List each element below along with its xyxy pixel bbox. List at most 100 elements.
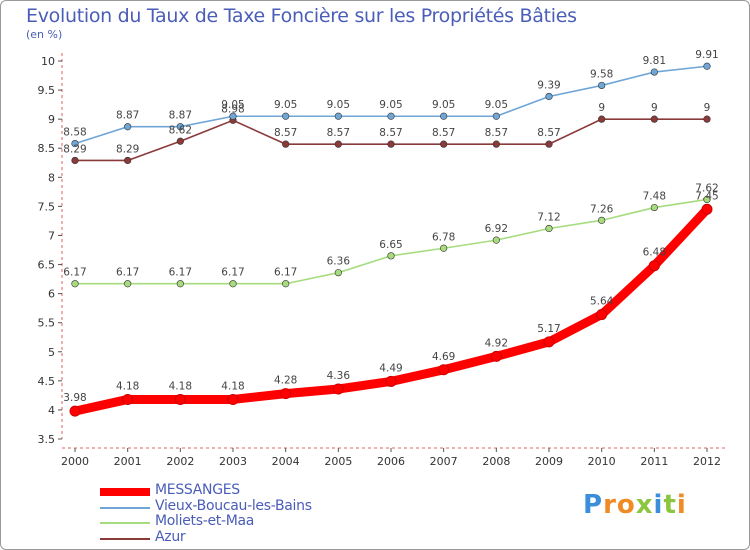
data-point bbox=[282, 112, 290, 120]
data-label: 7.48 bbox=[643, 191, 666, 203]
data-point bbox=[545, 140, 553, 148]
data-label: 4.49 bbox=[379, 362, 402, 374]
x-tick-label: 2007 bbox=[430, 455, 458, 468]
data-point bbox=[385, 375, 397, 387]
data-label: 4.18 bbox=[169, 380, 192, 392]
data-label: 9.05 bbox=[485, 99, 508, 111]
data-label: 5.17 bbox=[537, 323, 560, 335]
data-label: 4.28 bbox=[274, 375, 297, 387]
logo-letter: P bbox=[583, 490, 604, 520]
data-point bbox=[650, 203, 658, 212]
data-point bbox=[332, 383, 344, 395]
data-point bbox=[703, 195, 711, 204]
data-label: 8.57 bbox=[274, 127, 297, 139]
x-tick-label: 2003 bbox=[219, 455, 247, 468]
data-point bbox=[598, 216, 606, 224]
legend-label: Vieux-Boucau-les-Bains bbox=[155, 497, 312, 514]
data-point bbox=[229, 280, 237, 288]
y-tick-label: 9 bbox=[48, 113, 55, 126]
legend-label: Azur bbox=[155, 528, 186, 545]
x-tick-label: 2004 bbox=[272, 455, 300, 468]
data-label: 8.58 bbox=[63, 127, 86, 139]
data-point bbox=[650, 68, 658, 76]
data-point bbox=[598, 115, 606, 123]
logo-letter: i bbox=[653, 490, 664, 520]
data-point bbox=[596, 309, 608, 321]
data-label: 7.26 bbox=[590, 203, 614, 215]
data-point bbox=[282, 280, 290, 288]
data-label: 9.91 bbox=[695, 49, 718, 61]
data-label: 6.17 bbox=[63, 267, 86, 279]
data-point bbox=[598, 81, 606, 90]
legend-swatch bbox=[100, 537, 150, 540]
data-label: 7.62 bbox=[695, 182, 718, 194]
chart-title: Evolution du Taux de Taxe Foncière sur l… bbox=[26, 5, 577, 27]
data-point bbox=[174, 393, 186, 405]
y-tick-label: 5.5 bbox=[38, 317, 56, 330]
y-tick-label: 9.5 bbox=[38, 84, 56, 97]
data-label: 9.05 bbox=[379, 99, 402, 111]
data-point bbox=[701, 203, 713, 215]
data-label: 4.18 bbox=[221, 380, 244, 392]
y-tick-label: 5 bbox=[48, 346, 55, 359]
data-label: 8.57 bbox=[537, 127, 560, 139]
legend-label: MESSANGES bbox=[155, 482, 240, 498]
data-point bbox=[227, 393, 239, 405]
data-label: 4.18 bbox=[116, 380, 139, 392]
data-label: 9 bbox=[598, 102, 605, 114]
data-point bbox=[543, 336, 555, 348]
data-label: 3.98 bbox=[63, 392, 86, 404]
data-label: 7.12 bbox=[537, 211, 560, 223]
data-point bbox=[334, 140, 342, 148]
data-label: 8.57 bbox=[327, 127, 350, 139]
data-label: 9 bbox=[704, 102, 711, 114]
data-label: 6.17 bbox=[169, 267, 192, 279]
unit-label: (en %) bbox=[26, 28, 63, 41]
data-label: 8.29 bbox=[63, 143, 86, 155]
data-label: 5.64 bbox=[590, 296, 614, 308]
legend-swatch bbox=[100, 488, 150, 496]
x-tick-label: 2011 bbox=[640, 455, 668, 468]
x-tick-label: 2000 bbox=[61, 455, 89, 468]
data-point bbox=[440, 244, 448, 252]
data-label: 9.05 bbox=[327, 99, 350, 111]
legend-swatch bbox=[100, 522, 150, 524]
data-point bbox=[387, 252, 395, 260]
data-point bbox=[492, 112, 500, 120]
data-point bbox=[440, 140, 448, 148]
y-tick-label: 3.5 bbox=[38, 433, 56, 446]
logo-letter: o bbox=[616, 490, 636, 520]
data-labels: 8.29 8.29 8.62 8.98 8.57 8.57 8.57 8.57 8.57 8.57… bbox=[63, 49, 718, 404]
data-label: 6.48 bbox=[643, 247, 666, 259]
data-point bbox=[124, 123, 132, 131]
data-point bbox=[122, 393, 134, 405]
x-tick-label: 2008 bbox=[482, 455, 510, 468]
data-point bbox=[282, 140, 290, 148]
x-tick-label: 2002 bbox=[166, 455, 194, 468]
y-tick-label: 4 bbox=[48, 404, 55, 417]
data-label: 8.62 bbox=[169, 124, 192, 136]
legend-label: Moliets-et-Maa bbox=[155, 513, 255, 529]
logo-letter: r bbox=[603, 490, 617, 520]
data-label: 9.05 bbox=[221, 99, 244, 111]
data-point bbox=[280, 388, 292, 400]
data-label: 6.17 bbox=[221, 267, 244, 279]
logo-letter: x bbox=[635, 490, 654, 520]
data-label: 9.39 bbox=[537, 79, 560, 91]
data-point bbox=[492, 140, 500, 148]
y-tick-label: 7.5 bbox=[38, 200, 56, 213]
data-label: 4.69 bbox=[432, 351, 455, 363]
y-tick-label: 10 bbox=[41, 55, 55, 68]
data-point bbox=[703, 115, 711, 123]
data-label: 9 bbox=[651, 102, 658, 114]
data-point bbox=[492, 236, 500, 244]
data-label: 9.05 bbox=[274, 99, 297, 111]
data-point bbox=[387, 140, 395, 148]
data-point bbox=[176, 123, 184, 131]
y-tick-label: 4.5 bbox=[38, 375, 56, 388]
data-label: 8.29 bbox=[116, 143, 139, 155]
logo-letter: t bbox=[663, 490, 677, 520]
data-label: 9.81 bbox=[643, 55, 666, 67]
logo-letter: i bbox=[676, 490, 687, 520]
